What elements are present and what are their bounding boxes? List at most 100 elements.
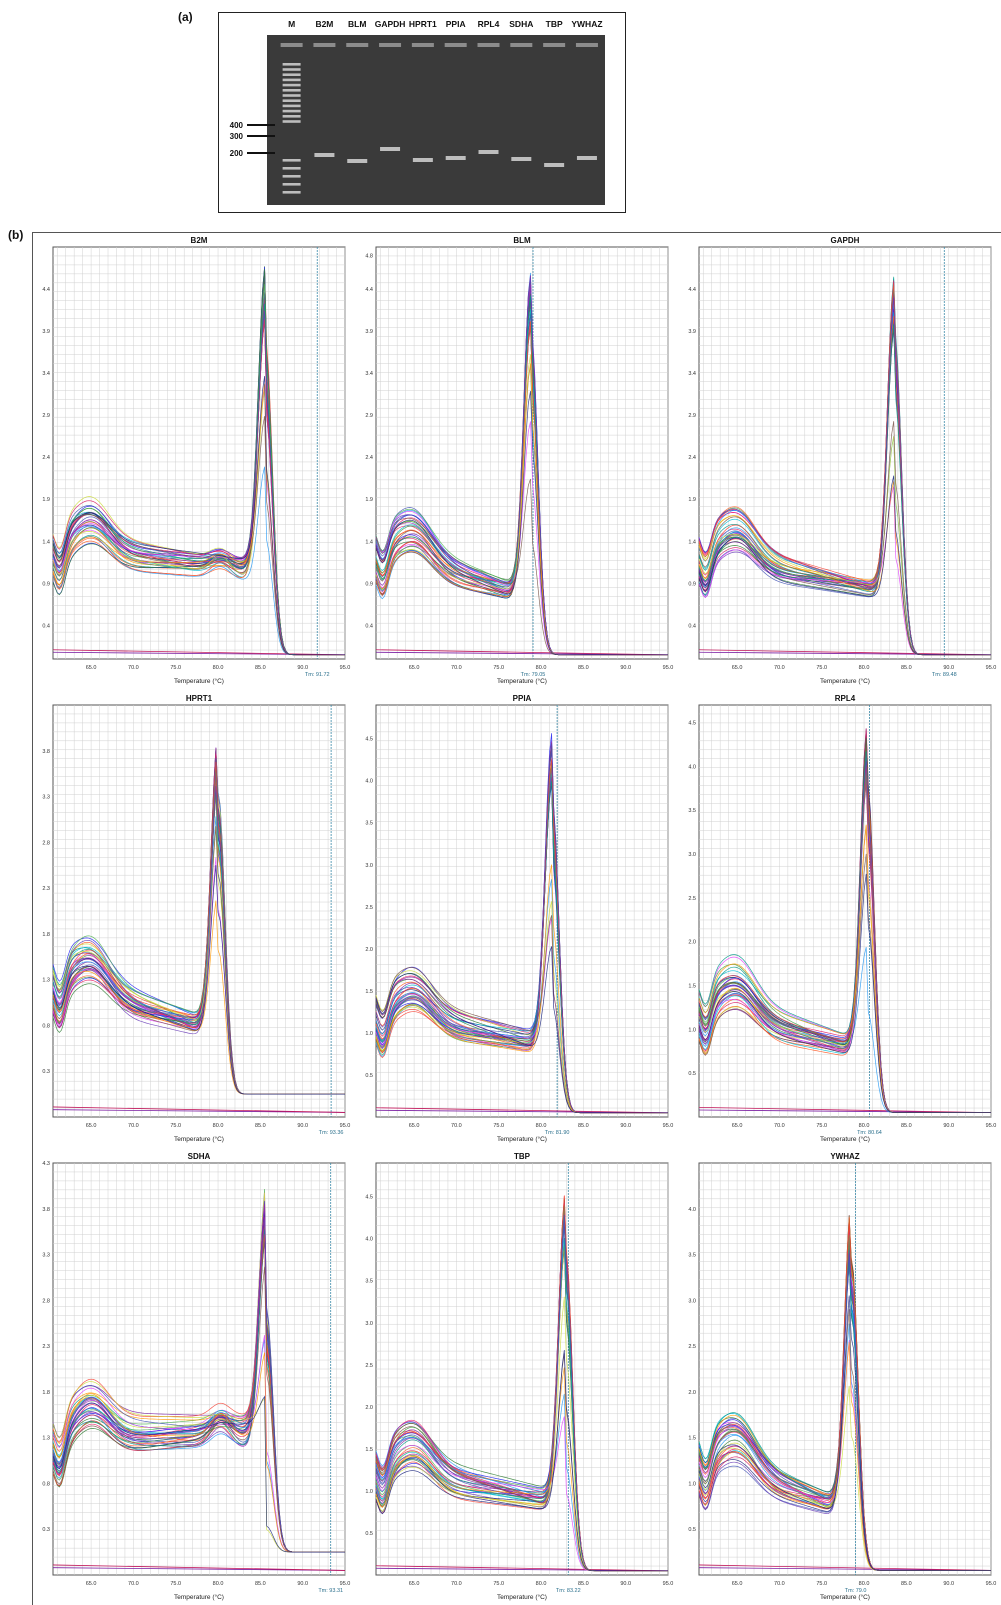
y-tick-label: 3.4 [688, 371, 696, 377]
x-tick-label: 90.0 [620, 1123, 631, 1129]
y-tick-label: 1.3 [42, 978, 50, 984]
ntc-trace [52, 1106, 346, 1113]
x-tick-label: 80.0 [859, 665, 870, 671]
y-tick-label: 1.9 [688, 497, 696, 503]
y-tick-label: 0.5 [365, 1073, 373, 1079]
ladder-band [282, 83, 301, 87]
x-tick-label: 70.0 [774, 1123, 785, 1129]
y-tick-label: 2.8 [42, 840, 50, 846]
y-tick-label: 0.8 [42, 1481, 50, 1487]
pcr-product-band [314, 153, 335, 157]
melt-chart: B2M 65.0 70.0 75.0 80.0 85.0 90.0 95.0 0.4 0.9 1.4… [42, 236, 350, 685]
y-tick-label: 1.9 [365, 497, 373, 503]
y-tick-label: 1.5 [688, 1436, 696, 1442]
ntc-trace [375, 651, 669, 656]
ladder-band [282, 115, 301, 118]
y-tick-label: 1.5 [365, 1447, 373, 1453]
ntc-trace [698, 1106, 992, 1114]
ladder-band [282, 120, 301, 123]
x-tick-label: 70.0 [774, 1581, 785, 1587]
y-tick-label: 4.0 [688, 764, 696, 770]
tm-label: Tm: 83.22 [556, 1588, 581, 1594]
y-tick-label: 4.4 [42, 287, 50, 293]
ladder-band [282, 109, 301, 113]
y-tick-label: 0.9 [42, 581, 50, 587]
x-tick-label: 85.0 [901, 665, 912, 671]
ladder-band [282, 94, 301, 97]
y-tick-label: 2.9 [42, 413, 50, 419]
y-tick-label: 4.0 [365, 779, 373, 785]
pcr-product-band [511, 157, 532, 161]
y-tick-label: 2.4 [688, 455, 696, 461]
x-tick-label: 90.0 [620, 665, 631, 671]
melt-curve-grid: B2M 65.0 70.0 75.0 80.0 85.0 90.0 95.0 0.4 0.9 1.4… [42, 236, 997, 1601]
y-tick-label: 3.4 [365, 371, 373, 377]
melt-curve-panel: B2M 65.0 70.0 75.0 80.0 85.0 90.0 95.0 0.4 0.9 1.4… [32, 232, 1001, 1605]
x-tick-label: 75.0 [170, 1123, 181, 1129]
y-tick-label: 1.8 [42, 932, 50, 938]
y-tick-label: 3.5 [688, 808, 696, 814]
y-tick-label: 1.5 [688, 984, 696, 990]
x-tick-label: 70.0 [128, 1123, 139, 1129]
y-tick-label: 0.4 [42, 623, 50, 629]
y-tick-label: 1.3 [42, 1436, 50, 1442]
x-tick-label: 85.0 [255, 665, 266, 671]
x-tick-label: 65.0 [86, 1123, 97, 1129]
x-tick-label: 65.0 [86, 1581, 97, 1587]
pcr-product-band [380, 147, 401, 151]
ladder-band [282, 183, 301, 186]
y-tick-label: 2.4 [42, 455, 50, 461]
y-tick-label: 2.5 [365, 1363, 373, 1369]
y-tick-label: 1.9 [42, 497, 50, 503]
y-tick-label: 2.3 [42, 886, 50, 892]
gel-lane-label: B2M [315, 19, 333, 29]
y-tick-label: 0.9 [688, 581, 696, 587]
y-tick-label: 1.5 [365, 989, 373, 995]
chart-title: TBP [514, 1152, 531, 1161]
y-tick-label: 2.0 [688, 940, 696, 946]
y-tick-label: 2.5 [688, 1344, 696, 1350]
x-tick-label: 90.0 [297, 1581, 308, 1587]
tm-label: Tm: 79.0 [845, 1588, 867, 1594]
x-tick-label: 95.0 [986, 665, 997, 671]
y-tick-label: 0.8 [42, 1023, 50, 1029]
ladder-band [282, 89, 301, 92]
ladder-band [282, 175, 301, 178]
x-tick-label: 80.0 [213, 1123, 224, 1129]
x-tick-label: 70.0 [774, 665, 785, 671]
x-axis-label: Temperature (°C) [174, 1593, 224, 1601]
gel-well [477, 43, 500, 47]
y-tick-label: 0.9 [365, 581, 373, 587]
pcr-product-band [544, 163, 565, 167]
pcr-product-band [412, 158, 433, 162]
agarose-gel-panel: M B2M BLM GAPDH HPRT1 PPIA RPL4 SDHA TBP YWHAZ 400… [218, 12, 626, 213]
x-tick-label: 65.0 [409, 1581, 420, 1587]
melt-chart: TBP 65.0 70.0 75.0 80.0 85.0 90.0 95.0 0.5 1.0 1.5… [365, 1152, 673, 1601]
ladder-band [282, 191, 301, 194]
gel-lane-label: GAPDH [375, 19, 406, 29]
y-tick-label: 3.0 [365, 863, 373, 869]
y-tick-label: 3.5 [688, 1253, 696, 1259]
x-tick-label: 65.0 [732, 665, 743, 671]
tm-label: Tm: 93.36 [319, 1130, 344, 1136]
x-tick-label: 75.0 [170, 665, 181, 671]
ntc-trace [698, 1567, 992, 1571]
chart-title: PPIA [513, 694, 532, 703]
x-tick-label: 65.0 [732, 1581, 743, 1587]
x-tick-label: 80.0 [536, 1581, 547, 1587]
x-axis-label: Temperature (°C) [174, 1135, 224, 1143]
y-tick-label: 2.0 [365, 947, 373, 953]
x-tick-label: 95.0 [663, 1123, 674, 1129]
x-tick-label: 85.0 [578, 665, 589, 671]
gel-lane-label: PPIA [446, 19, 466, 29]
tm-label: Tm: 80.64 [857, 1130, 882, 1136]
x-tick-label: 70.0 [128, 665, 139, 671]
x-tick-label: 95.0 [986, 1581, 997, 1587]
ntc-trace [52, 651, 346, 656]
x-tick-label: 85.0 [578, 1581, 589, 1587]
melt-trace [698, 1295, 991, 1571]
x-tick-label: 85.0 [578, 1123, 589, 1129]
chart-title: B2M [191, 236, 208, 245]
melt-chart: YWHAZ 65.0 70.0 75.0 80.0 85.0 90.0 95.0 0.5 1.0 1… [688, 1152, 996, 1601]
y-tick-label: 0.3 [42, 1527, 50, 1533]
